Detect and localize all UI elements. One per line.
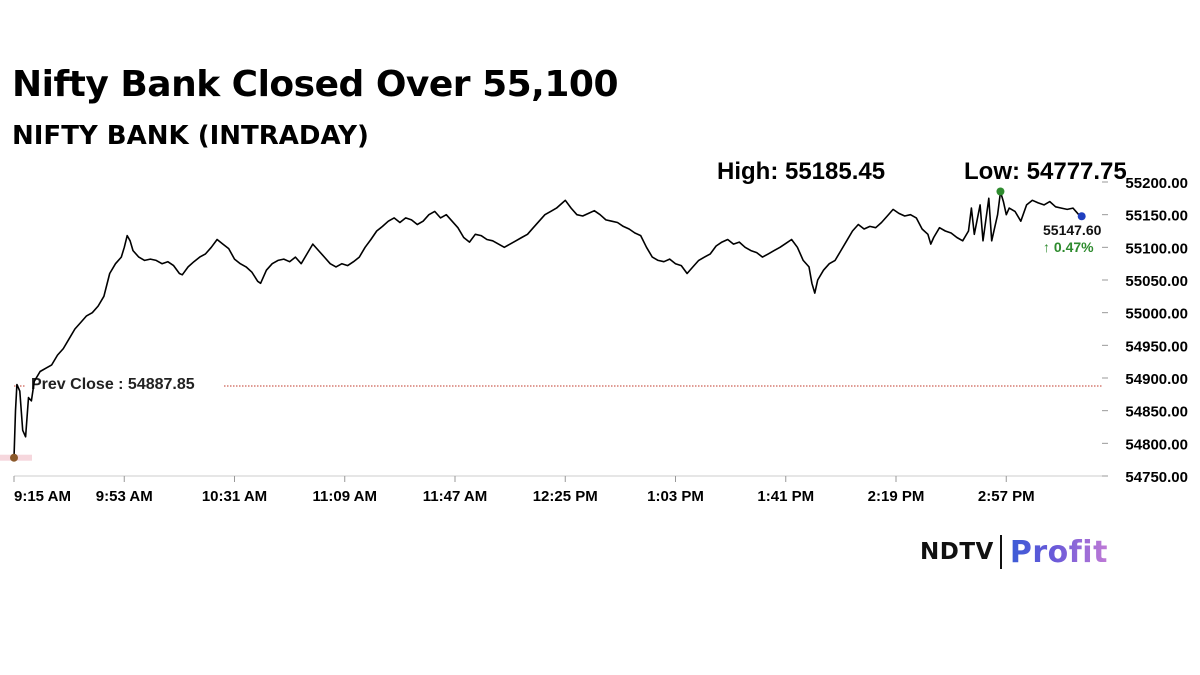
high-value: High: 55185.45 bbox=[717, 158, 886, 185]
last-price-marker bbox=[1077, 212, 1086, 221]
price-series-line bbox=[13, 191, 1083, 458]
x-tick-label: 9:15 AM bbox=[14, 488, 71, 505]
y-tick-label: 55000.00 bbox=[1125, 306, 1188, 323]
logo-profit-text: Profit bbox=[1009, 534, 1108, 570]
chart-annotations: 55147.60↑ 0.47% bbox=[1043, 222, 1102, 255]
high-marker bbox=[996, 187, 1005, 196]
x-tick-label: 11:47 AM bbox=[423, 488, 487, 505]
ndtv-profit-logo: NDTV Profit bbox=[920, 534, 1108, 570]
prev-close-reference: Prev Close : 54887.85 bbox=[14, 373, 1102, 393]
x-tick-label: 9:53 AM bbox=[96, 488, 153, 505]
last-value-label: 55147.60 bbox=[1043, 222, 1102, 238]
x-tick-label: 1:41 PM bbox=[757, 488, 814, 505]
prev-close-label: Prev Close : 54887.85 bbox=[31, 376, 195, 393]
y-tick-label: 54750.00 bbox=[1125, 469, 1188, 486]
y-tick-label: 54950.00 bbox=[1125, 338, 1188, 355]
x-tick-label: 12:25 PM bbox=[533, 488, 598, 505]
y-tick-label: 55050.00 bbox=[1125, 273, 1188, 290]
open-marker bbox=[10, 453, 18, 462]
low-value: Low: 54777.75 bbox=[964, 158, 1127, 185]
chart-axes: 9:15 AM 9:53 AM 10:31 AM 11:09 AM 11:47 AM 12… bbox=[13, 175, 1188, 505]
y-tick-label: 54850.00 bbox=[1125, 404, 1188, 421]
page-title: Nifty Bank Closed Over 55,100 bbox=[12, 64, 619, 105]
y-tick-label: 55150.00 bbox=[1125, 208, 1188, 225]
plot-area bbox=[0, 187, 1086, 462]
logo-ndtv-text: NDTV bbox=[920, 539, 994, 565]
logo-divider bbox=[999, 535, 1002, 569]
x-tick-label: 2:19 PM bbox=[868, 488, 925, 505]
chart-subtitle: NIFTY BANK (INTRADAY) bbox=[12, 121, 369, 151]
x-tick-label: 1:03 PM bbox=[647, 488, 704, 505]
prev-close-label-bg bbox=[26, 373, 224, 392]
y-tick-label: 55200.00 bbox=[1125, 175, 1188, 192]
change-label: ↑ 0.47% bbox=[1043, 239, 1094, 255]
x-tick-label: 10:31 AM bbox=[202, 488, 267, 505]
y-tick-label: 54800.00 bbox=[1125, 436, 1188, 453]
y-tick-label: 54900.00 bbox=[1125, 371, 1188, 388]
y-tick-label: 55100.00 bbox=[1125, 240, 1188, 257]
x-tick-label: 2:57 PM bbox=[978, 488, 1035, 505]
x-tick-label: 11:09 AM bbox=[313, 488, 377, 505]
